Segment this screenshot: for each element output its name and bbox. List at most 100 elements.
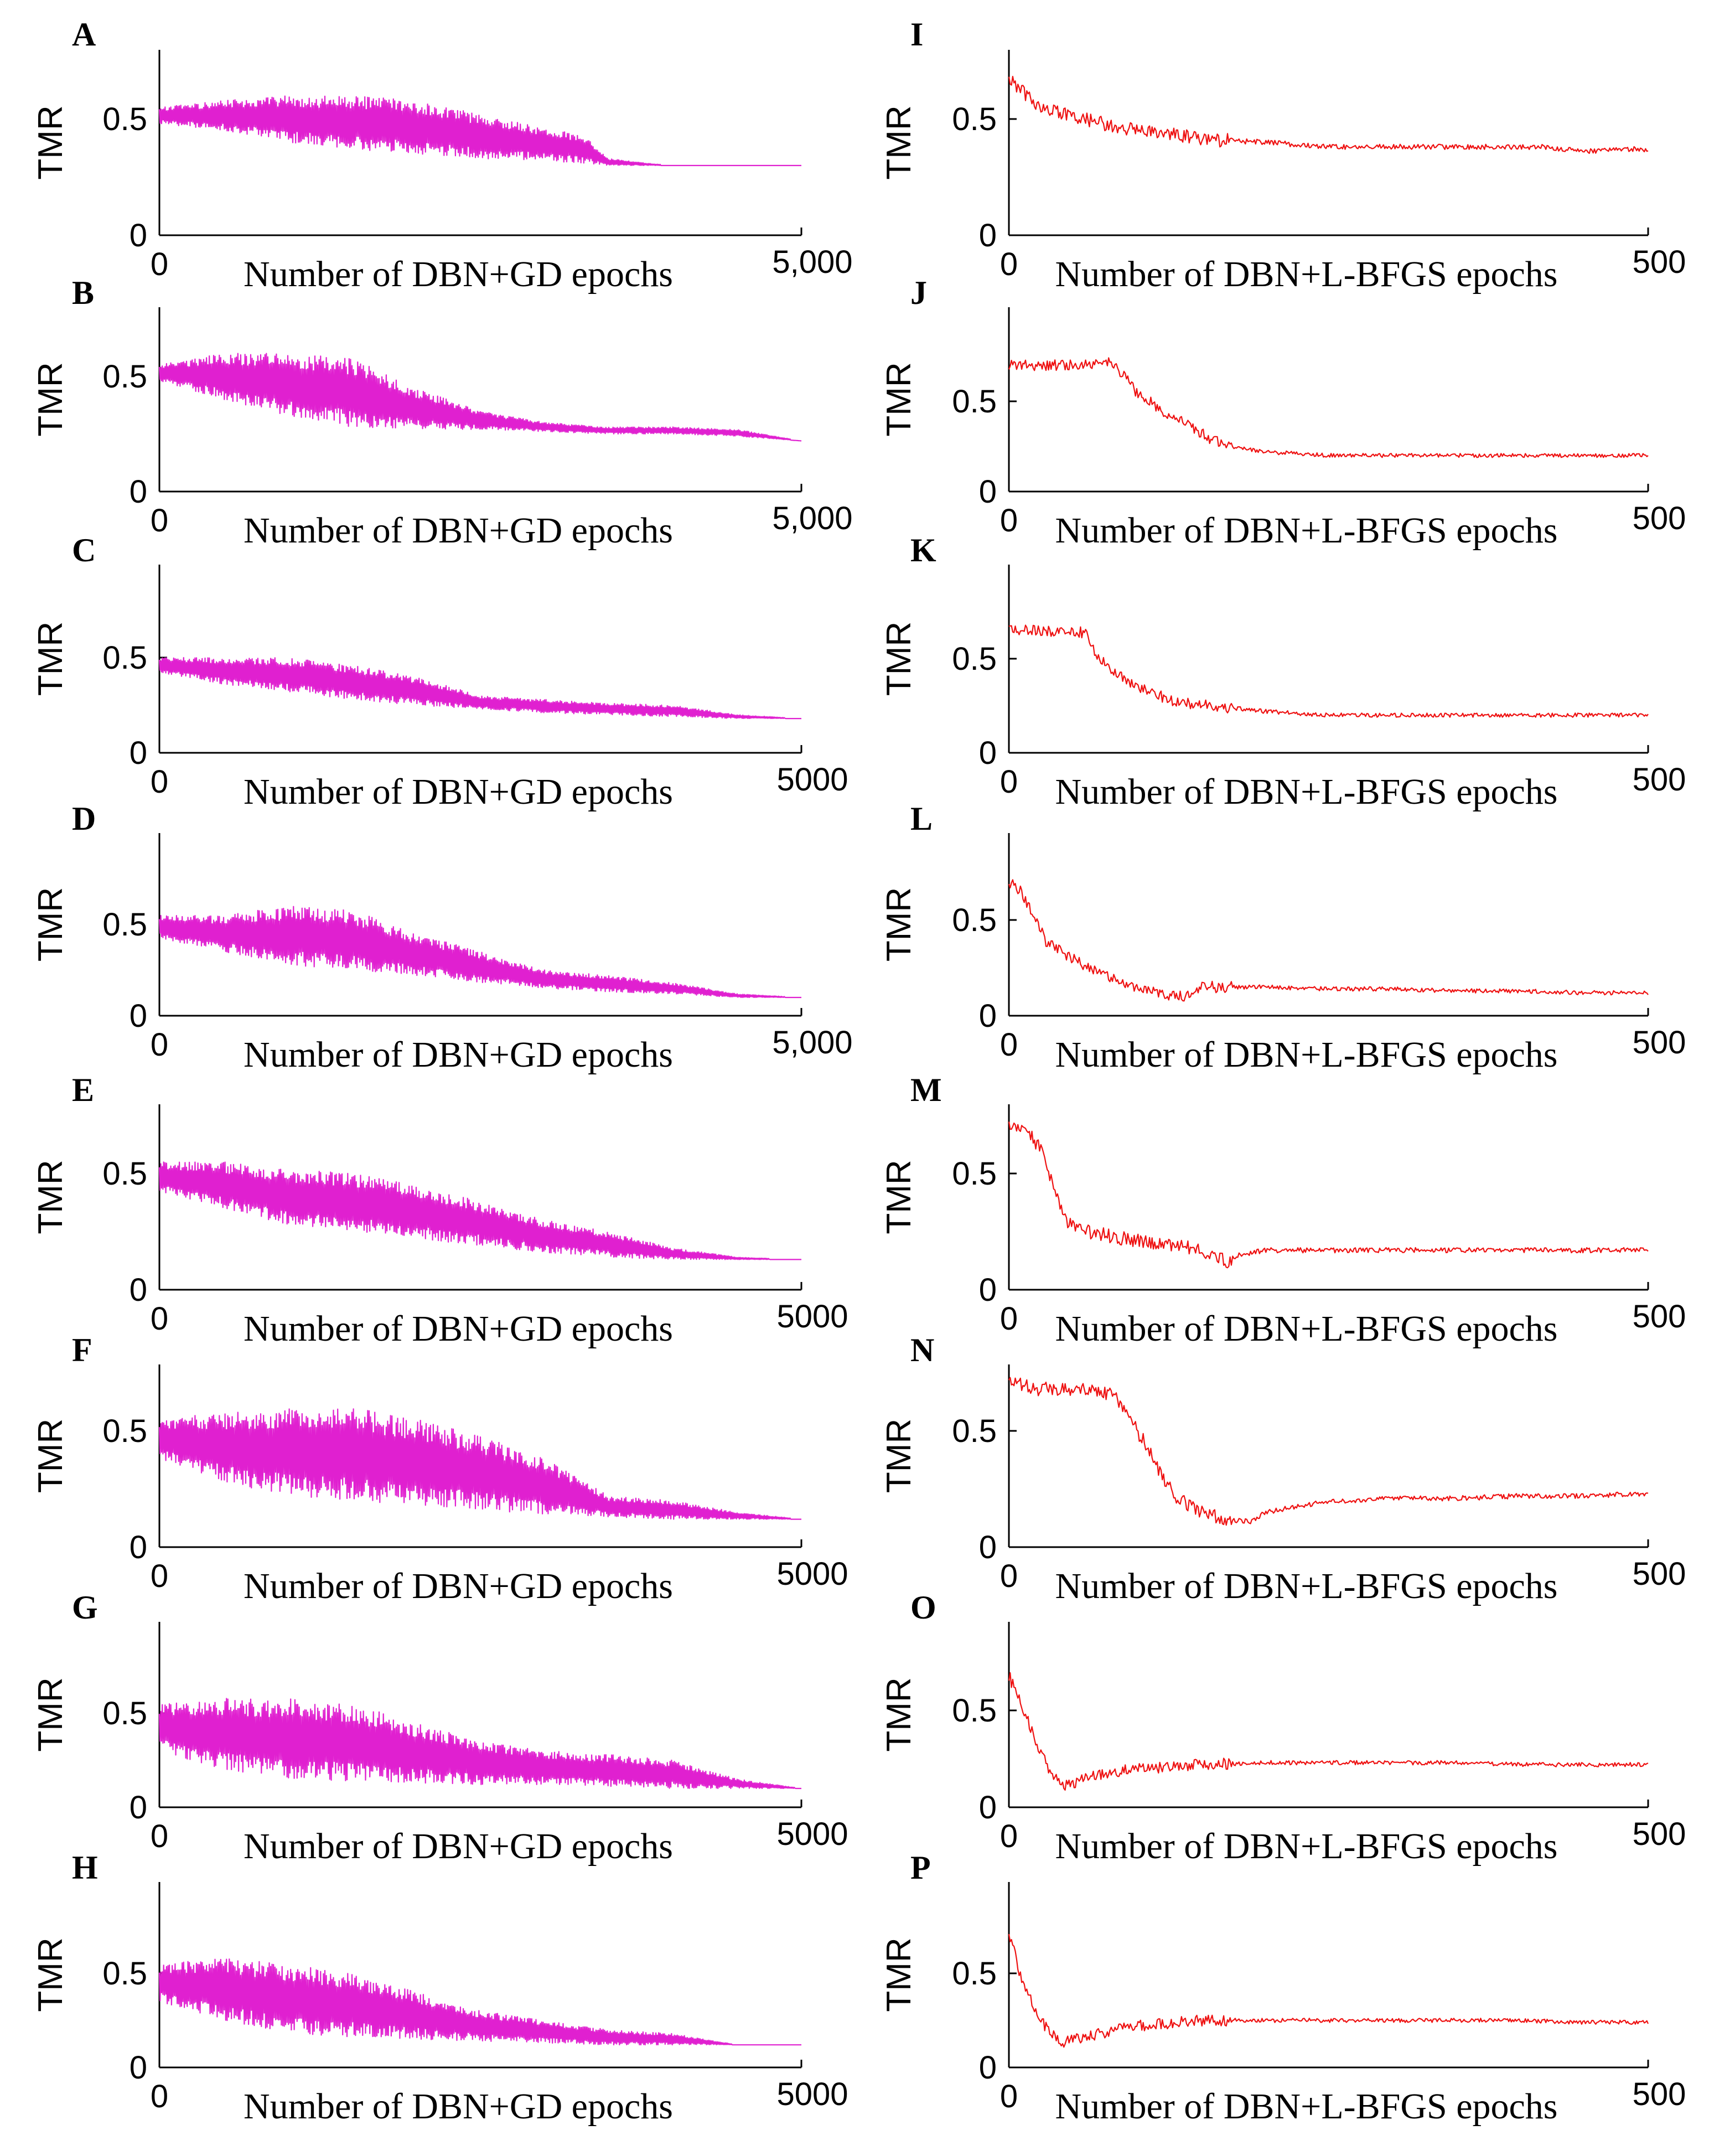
series-line [1008,1377,1649,1526]
y-tick-label: 0 [130,735,147,771]
panel-O [1008,1622,1649,1808]
y-tick-label: 0 [130,218,147,254]
y-tick-label: 0.5 [952,902,997,938]
series-line [158,95,801,167]
panel-A [158,50,802,236]
y-axis-label: TMR [880,622,918,696]
x-axis-label: Number of DBN+L-BFGS epochs [1055,1309,1558,1349]
y-axis-label: TMR [880,1160,918,1234]
panel-label: C [72,532,96,568]
x-tick-label: 0 [1000,1027,1018,1063]
y-tick-label: 0.5 [952,641,997,677]
x-tick-label: 0 [1000,246,1018,282]
y-tick-label: 0.5 [952,1413,997,1449]
series-line [158,1698,801,1790]
y-tick-label: 0.5 [952,1956,997,1992]
panel-label: L [910,800,933,837]
x-axis-label: Number of DBN+L-BFGS epochs [1055,254,1558,294]
x-axis-label: Number of DBN+GD epochs [244,510,673,551]
y-tick-label: 0 [130,1529,147,1565]
x-axis-label: Number of DBN+GD epochs [244,1826,673,1867]
panel-label: G [72,1589,98,1626]
panel-label: A [72,16,96,53]
panel-label: J [910,275,927,311]
x-tick-label: 5,000 [772,500,852,536]
x-axis-label: Number of DBN+L-BFGS epochs [1055,1566,1558,1606]
x-tick-label: 0 [151,1301,168,1337]
y-tick-label: 0.5 [952,384,997,420]
y-tick-label: 0 [130,474,147,510]
panel-label: O [910,1589,936,1626]
y-tick-label: 0 [130,1272,147,1308]
panel-L [1008,833,1649,1017]
x-axis-label: Number of DBN+L-BFGS epochs [1055,510,1558,551]
panel-C [158,565,802,754]
x-tick-label: 0 [151,2079,168,2114]
x-tick-label: 500 [1633,1556,1686,1592]
panel-B [158,307,802,493]
series-line [158,353,802,442]
panel-label: P [910,1849,931,1886]
series-line [158,657,801,720]
x-tick-label: 500 [1633,2076,1686,2112]
panel-label: E [72,1072,94,1108]
x-tick-label: 0 [151,246,168,282]
panel-M [1008,1104,1649,1291]
y-axis-label: TMR [32,362,70,436]
x-tick-label: 5000 [776,762,848,798]
series-line [1008,1672,1649,1791]
y-axis-label: TMR [32,622,70,696]
y-axis-label: TMR [32,887,70,961]
series-line [1008,624,1649,718]
series-line [1008,76,1649,154]
y-tick-label: 0.5 [102,359,147,395]
y-tick-label: 0.5 [102,1695,147,1731]
series-line [158,1958,801,2046]
panel-label: N [910,1332,934,1368]
panel-D [158,833,802,1017]
x-tick-label: 0 [1000,764,1018,800]
y-tick-label: 0.5 [102,1156,147,1192]
panel-label: D [72,800,96,837]
x-tick-label: 500 [1633,762,1686,798]
x-axis-label: Number of DBN+L-BFGS epochs [1055,772,1558,812]
panel-label: H [72,1849,98,1886]
panel-K [1008,565,1649,754]
x-tick-label: 0 [1000,2079,1018,2114]
panel-E [158,1104,802,1291]
x-axis-label: Number of DBN+GD epochs [244,254,673,294]
x-tick-label: 5,000 [772,244,852,280]
y-tick-label: 0.5 [102,1956,147,1992]
y-axis-label: TMR [32,1937,70,2012]
y-tick-label: 0 [130,998,147,1034]
panel-label: I [910,16,923,53]
x-tick-label: 500 [1633,500,1686,536]
y-tick-label: 0 [979,2050,997,2086]
panel-G [158,1622,802,1808]
x-tick-label: 5000 [776,2076,848,2112]
x-tick-label: 0 [151,764,168,800]
x-tick-label: 0 [1000,1818,1018,1854]
panel-F [158,1364,802,1548]
y-tick-label: 0.5 [952,1693,997,1729]
series-line [1008,1933,1649,2048]
x-tick-label: 0 [1000,1301,1018,1337]
y-axis-label: TMR [880,1677,918,1751]
series-line [158,906,801,999]
series-line [1008,879,1649,1002]
x-tick-label: 5,000 [772,1025,852,1061]
y-tick-label: 0 [979,1529,997,1565]
y-tick-label: 0.5 [102,640,147,676]
y-tick-label: 0 [979,998,997,1034]
x-axis-label: Number of DBN+L-BFGS epochs [1055,1826,1558,1867]
x-tick-label: 500 [1633,1816,1686,1852]
x-tick-label: 0 [151,1818,168,1854]
panel-label: M [910,1072,942,1108]
y-axis-label: TMR [880,1937,918,2012]
x-tick-label: 5000 [776,1816,848,1852]
y-tick-label: 0 [979,735,997,771]
series-line [158,1408,801,1520]
y-tick-label: 0.5 [102,1413,147,1449]
y-tick-label: 0.5 [102,101,147,137]
